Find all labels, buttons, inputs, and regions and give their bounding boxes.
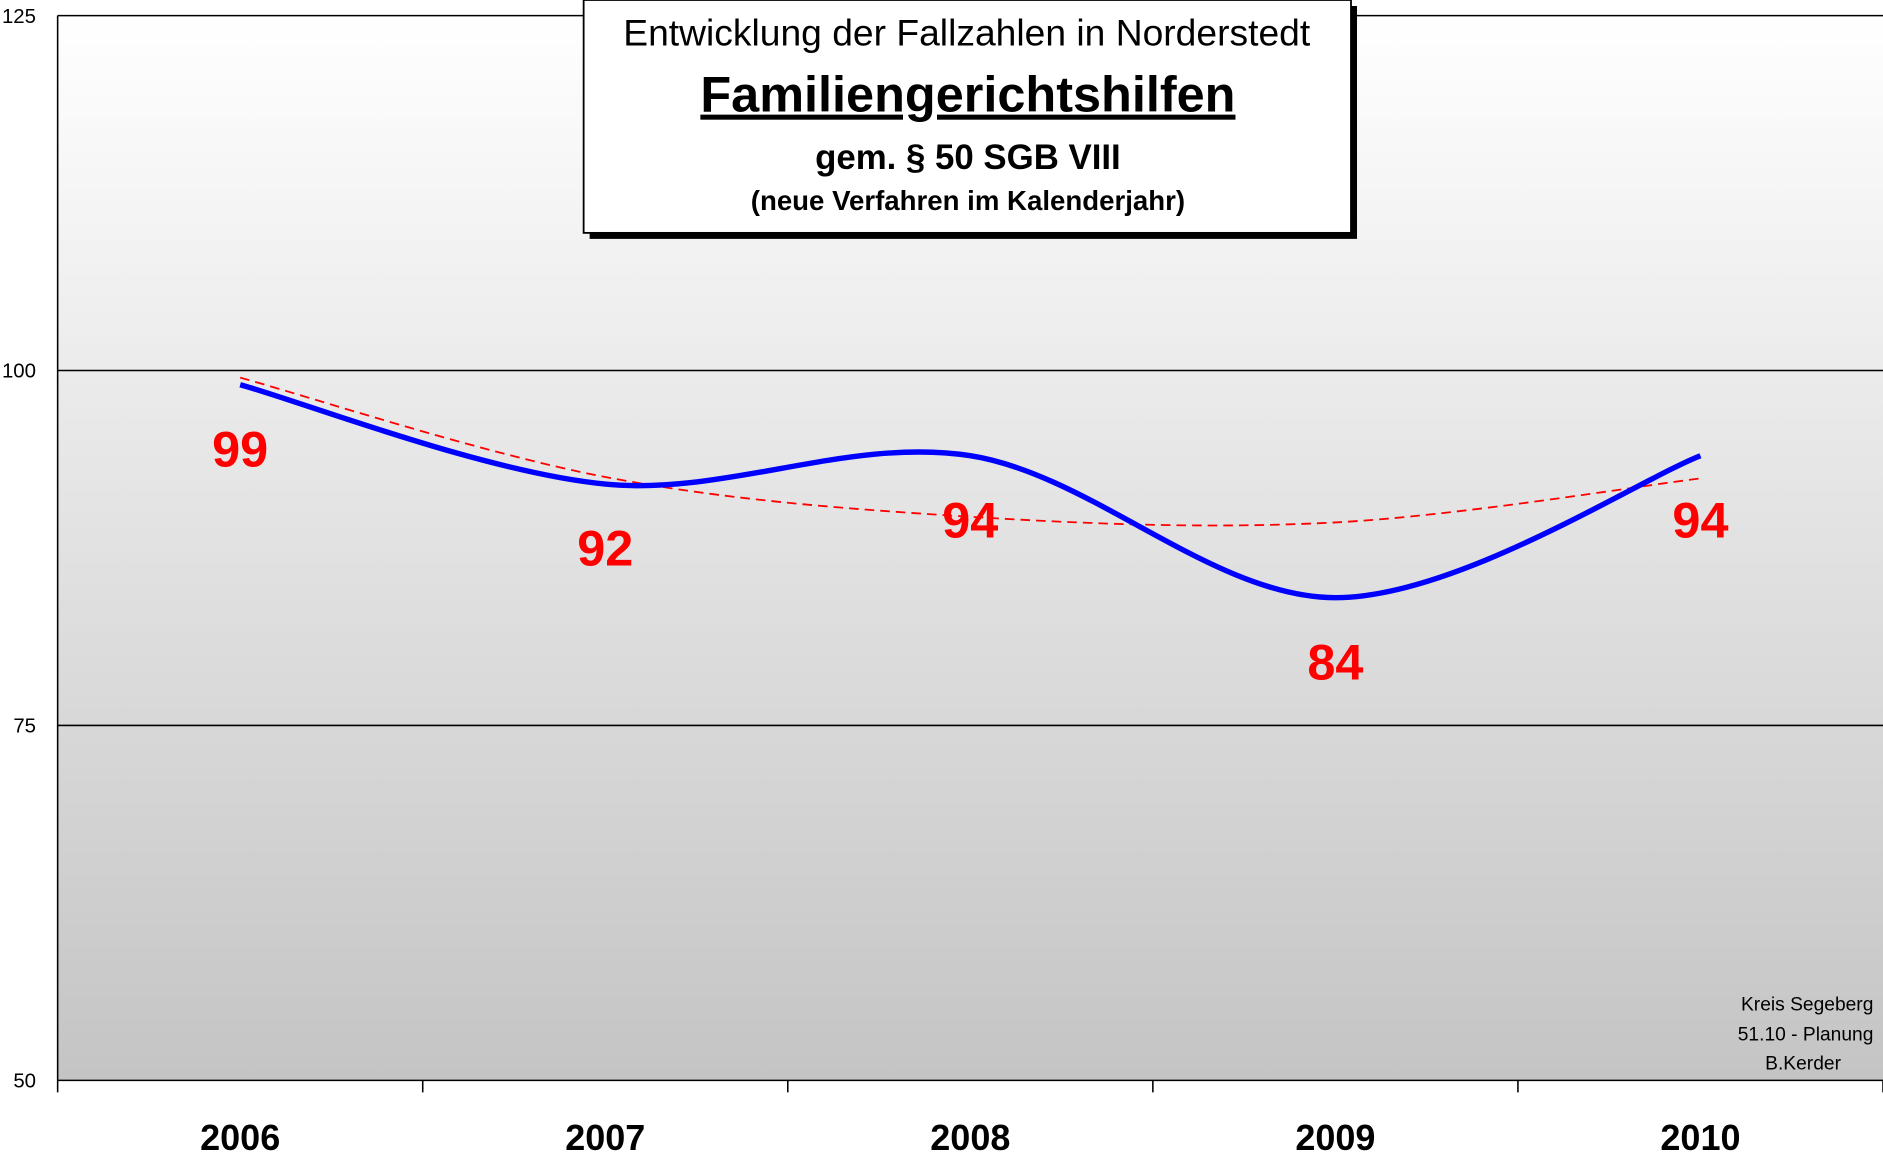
chart-subtitle: Familiengerichtshilfen: [700, 66, 1235, 123]
annotation: Kreis Segeberg: [1741, 995, 1873, 1016]
data-label: 99: [212, 420, 268, 477]
x-tick-label: 2007: [565, 1117, 645, 1156]
data-label: 92: [577, 520, 633, 577]
x-tick-label: 2010: [1660, 1117, 1740, 1156]
trend-line: [239, 376, 1701, 527]
data-label: 94: [1672, 491, 1728, 548]
y-tick-label: 100: [2, 361, 36, 383]
data-label: 84: [1307, 633, 1363, 690]
chart-subtitle: (neue Verfahren im Kalenderjahr): [751, 185, 1185, 216]
annotation: 51.10 - Planung: [1738, 1025, 1874, 1046]
chart-title: Entwicklung der Fallzahlen in Nordersted…: [623, 12, 1311, 54]
annotation: B.Kerder: [1765, 1054, 1841, 1075]
chart-subtitle: gem. § 50 SGB VIII: [815, 138, 1121, 177]
data-label: 94: [942, 491, 998, 548]
y-tick-label: 75: [13, 716, 36, 738]
x-tick-label: 2008: [930, 1117, 1010, 1156]
x-tick-label: 2006: [200, 1117, 280, 1156]
y-tick-label: 125: [2, 6, 36, 28]
y-tick-label: 50: [13, 1071, 36, 1093]
line: [239, 382, 1702, 601]
title-box: [582, 0, 1352, 234]
x-tick-label: 2009: [1295, 1117, 1375, 1156]
